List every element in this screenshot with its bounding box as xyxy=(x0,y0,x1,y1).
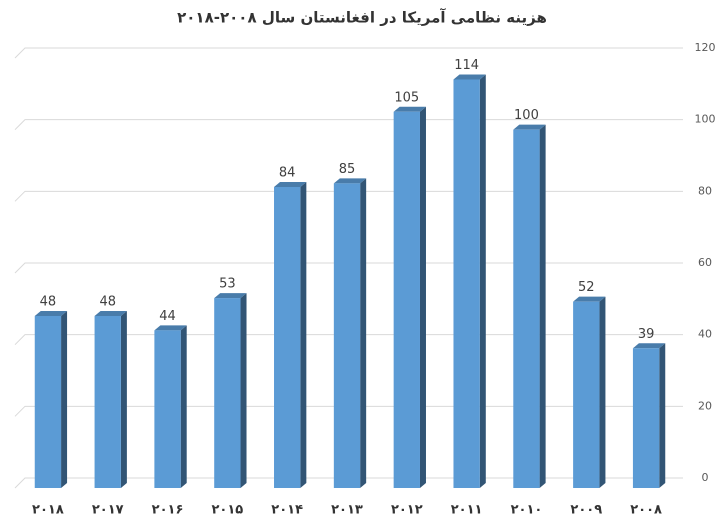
x-tick-label: ۲۰۰۸ xyxy=(630,503,662,518)
bar xyxy=(393,111,420,488)
bar-side xyxy=(240,293,247,488)
value-label: 84 xyxy=(279,166,296,181)
bar-side xyxy=(300,182,307,488)
value-label: 44 xyxy=(159,309,176,324)
bar xyxy=(453,79,480,488)
bar xyxy=(573,301,600,488)
value-label: 48 xyxy=(40,295,57,310)
bar-top xyxy=(214,293,247,299)
bar-top xyxy=(453,74,486,80)
bar xyxy=(34,316,62,488)
x-tick-label: ۲۰۱۷ xyxy=(92,503,124,518)
value-label: 39 xyxy=(638,327,655,342)
bar-side xyxy=(61,311,68,488)
grid-line xyxy=(14,119,683,131)
bar-top xyxy=(274,182,307,187)
bar xyxy=(274,187,301,488)
bar-top xyxy=(154,325,187,331)
x-tick-label: ۲۰۱۴ xyxy=(271,503,303,518)
grid-line xyxy=(14,47,683,59)
x-tick-label: ۲۰۱۰ xyxy=(511,503,543,518)
bar-side xyxy=(539,124,546,489)
bar xyxy=(94,316,121,488)
bar-top xyxy=(94,311,127,316)
value-label: 100 xyxy=(514,108,539,123)
bar-side xyxy=(419,106,426,488)
x-tick-label: ۲۰۱۳ xyxy=(331,503,363,518)
bar-top xyxy=(393,106,426,112)
y-tick-label: 20 xyxy=(698,399,712,412)
bar-top xyxy=(573,296,606,302)
value-label: 53 xyxy=(219,277,236,292)
value-label: 105 xyxy=(394,90,419,105)
y-tick-label: 60 xyxy=(698,256,712,269)
value-label: 52 xyxy=(578,280,595,295)
chart-title: هزینه نظامی آمریکا در افغانستان سال ۲۰۰۸… xyxy=(177,9,547,27)
bar-top xyxy=(333,178,367,184)
bar xyxy=(333,183,361,488)
bar xyxy=(513,129,540,488)
bar-side xyxy=(360,178,367,488)
y-tick-label: 0 xyxy=(702,471,709,484)
bar-side xyxy=(659,343,666,488)
x-tick-label: ۲۰۰۹ xyxy=(570,503,602,518)
y-tick-label: 100 xyxy=(695,113,716,126)
value-label: 48 xyxy=(99,295,116,310)
bar-top xyxy=(513,124,546,130)
bar-side xyxy=(120,311,127,488)
x-tick-label: ۲۰۱۱ xyxy=(451,503,483,518)
bar xyxy=(154,330,181,488)
bar-top xyxy=(34,311,68,316)
bar xyxy=(632,348,660,488)
y-tick-label: 80 xyxy=(698,184,712,197)
x-tick-label: ۲۰۱۲ xyxy=(391,503,423,518)
bar-side xyxy=(599,296,606,488)
bar-side xyxy=(479,74,486,488)
value-label: 114 xyxy=(454,58,479,73)
bar-side xyxy=(180,325,187,488)
x-tick-label: ۲۰۱۵ xyxy=(211,503,243,518)
bar xyxy=(214,298,241,488)
y-tick-label: 120 xyxy=(695,41,716,54)
x-tick-label: ۲۰۱۸ xyxy=(32,503,64,518)
bar-top xyxy=(632,343,666,349)
y-tick-label: 40 xyxy=(698,328,712,341)
x-tick-label: ۲۰۱۶ xyxy=(152,503,184,518)
value-label: 85 xyxy=(339,162,356,177)
